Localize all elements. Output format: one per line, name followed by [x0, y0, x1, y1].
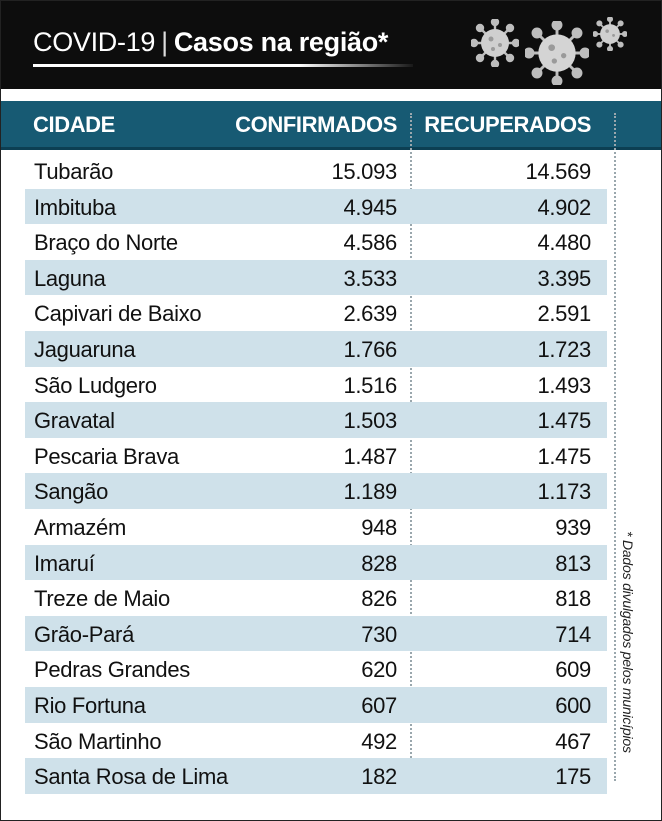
cell-confirmed: 15.093: [331, 159, 398, 184]
table-row: Tubarão 15.093 14.569: [25, 153, 607, 189]
cell-confirmed: 1.516: [343, 372, 397, 398]
column-divider: [410, 113, 412, 781]
cell-city: Rio Fortuna: [34, 692, 146, 718]
cell-confirmed: 3.533: [343, 265, 397, 291]
cell-recovered: 939: [555, 514, 591, 540]
cell-recovered: 818: [555, 586, 591, 612]
cell-confirmed: 607: [361, 692, 397, 718]
footnote-text: * Dados divulgados pelos municípios: [620, 531, 636, 753]
cell-city: Braço do Norte: [34, 230, 178, 256]
cell-city: Imaruí: [34, 550, 95, 576]
cell-confirmed: 182: [361, 764, 397, 790]
cell-recovered: 467: [555, 728, 591, 754]
cell-city: Santa Rosa de Lima: [34, 764, 228, 790]
cell-city: Imbituba: [34, 194, 116, 220]
cell-recovered: 813: [555, 550, 591, 576]
cell-recovered: 714: [555, 621, 591, 647]
title-prefix: COVID-19: [33, 27, 156, 57]
cell-confirmed: 826: [361, 586, 397, 612]
cell-confirmed: 620: [361, 657, 397, 683]
cell-recovered: 2.591: [537, 301, 591, 327]
table-row: Gravatal 1.503 1.475: [25, 402, 607, 438]
table-row: Armazém 948 939: [25, 509, 607, 545]
page-title: COVID-19 | Casos na região*: [33, 27, 388, 58]
table-row: Pedras Grandes 620 609: [25, 651, 607, 687]
cell-city: Gravatal: [34, 408, 115, 434]
cell-confirmed: 4.945: [343, 194, 397, 220]
column-divider: [614, 113, 616, 781]
table-row: Imbituba 4.945 4.902: [25, 188, 607, 225]
table-row: Sangão 1.189 1.173: [25, 473, 607, 509]
column-header-row: CIDADE CONFIRMADOS RECUPERADOS: [1, 101, 661, 150]
cell-city: Capivari de Baixo: [34, 301, 202, 327]
cell-recovered: 4.480: [537, 230, 591, 256]
virus-icon: [593, 17, 627, 51]
cell-recovered: 3.395: [537, 265, 591, 291]
table-row: Braço do Norte 4.586 4.480: [25, 224, 607, 260]
cell-recovered: 4.902: [537, 194, 591, 220]
cell-recovered: 1.475: [537, 443, 591, 469]
cell-recovered: 1.723: [537, 336, 591, 362]
cell-confirmed: 1.487: [343, 443, 397, 469]
cell-confirmed: 492: [361, 728, 397, 754]
cell-recovered: 609: [555, 657, 591, 683]
cell-confirmed: 4.586: [343, 230, 397, 256]
cell-recovered: 14.569: [525, 159, 592, 184]
cell-city: São Martinho: [34, 728, 162, 754]
title-underline: [33, 64, 413, 67]
cell-confirmed: 730: [361, 621, 397, 647]
cell-city: Pescaria Brava: [34, 443, 179, 469]
title-separator: |: [161, 27, 168, 57]
cell-city: Armazém: [34, 514, 127, 540]
table-row: Imaruí 828 813: [25, 544, 607, 581]
cell-city: Jaguaruna: [34, 336, 136, 362]
table-row: São Martinho 492 467: [25, 723, 607, 759]
table-row: Pescaria Brava 1.487 1.475: [25, 438, 607, 474]
table-row: Rio Fortuna 607 600: [25, 686, 607, 723]
table-row: Jaguaruna 1.766 1.723: [25, 330, 607, 367]
cell-recovered: 1.173: [537, 479, 591, 505]
column-header-confirmed: CONFIRMADOS: [235, 112, 397, 137]
cell-confirmed: 2.639: [343, 301, 397, 327]
header-bar: COVID-19 | Casos na região*: [1, 1, 661, 89]
virus-icon: [471, 19, 519, 67]
table-row: Santa Rosa de Lima 182 175: [25, 758, 607, 794]
cell-city: São Ludgero: [34, 372, 157, 398]
cell-recovered: 175: [555, 764, 591, 790]
table-row: Treze de Maio 826 818: [25, 580, 607, 616]
cell-city: Pedras Grandes: [34, 657, 190, 683]
table-row: Laguna 3.533 3.395: [25, 259, 607, 296]
cell-recovered: 600: [555, 692, 591, 718]
column-header-recovered: RECUPERADOS: [424, 112, 591, 137]
cell-city: Grão-Pará: [34, 621, 135, 647]
cell-city: Tubarão: [34, 159, 114, 184]
cell-confirmed: 948: [361, 514, 397, 540]
title-main: Casos na região*: [173, 27, 389, 57]
cell-city: Treze de Maio: [34, 586, 170, 612]
column-header-city: CIDADE: [33, 112, 115, 137]
cell-confirmed: 1.503: [343, 408, 397, 434]
cell-recovered: 1.475: [537, 408, 591, 434]
cell-city: Sangão: [34, 479, 109, 505]
cell-confirmed: 1.766: [343, 336, 397, 362]
virus-icon: [525, 21, 589, 85]
table-row: São Ludgero 1.516 1.493: [25, 367, 607, 403]
cell-recovered: 1.493: [537, 372, 591, 398]
cell-confirmed: 1.189: [343, 479, 397, 505]
cell-confirmed: 828: [361, 550, 397, 576]
cell-city: Laguna: [34, 265, 106, 291]
data-table: Tubarão 15.093 14.569 Imbituba 4.945 4.902 B…: [25, 153, 607, 794]
table-row: Grão-Pará 730 714: [25, 615, 607, 652]
table-row: Capivari de Baixo 2.639 2.591: [25, 295, 607, 331]
